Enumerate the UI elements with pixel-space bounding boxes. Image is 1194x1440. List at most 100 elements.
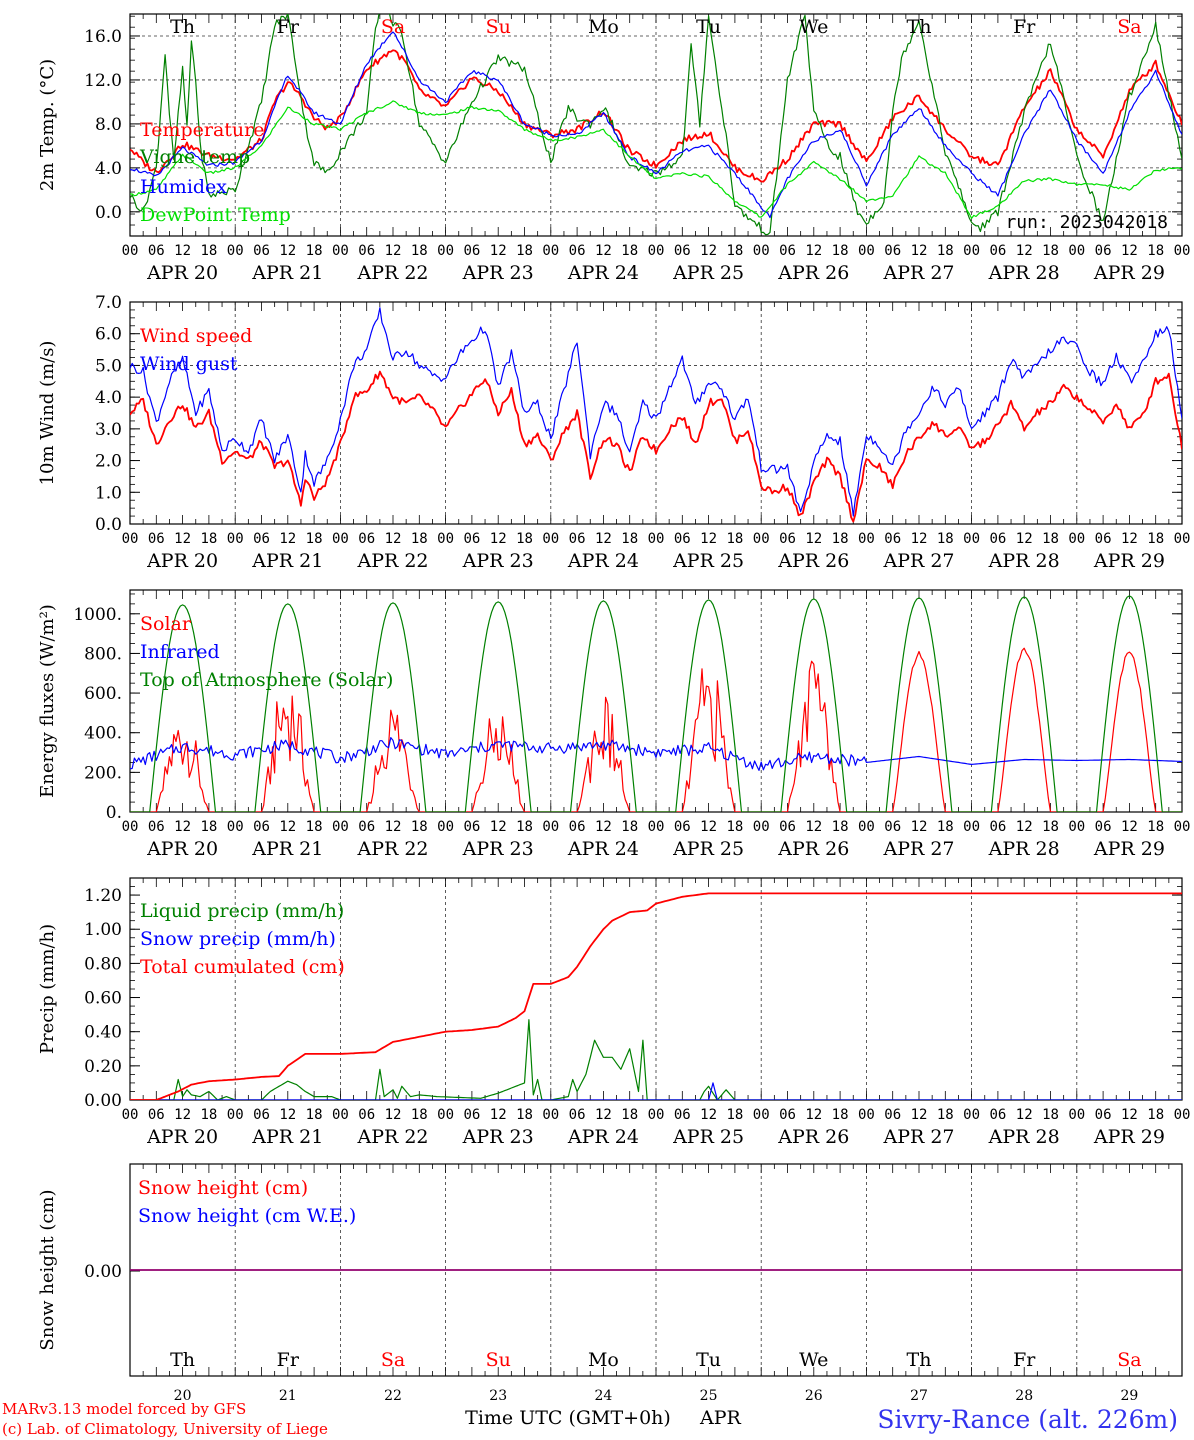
- y-tick-label: 0.60: [84, 989, 122, 1009]
- legend-entry: DewPoint Temp: [140, 204, 291, 226]
- hour-label: 18: [1147, 243, 1164, 259]
- hour-label: 06: [569, 531, 586, 547]
- y-tick-label: 8.0: [95, 115, 122, 135]
- day-name-label: We: [799, 16, 828, 38]
- y-axis-title: Energy fluxes (W/m²): [37, 604, 58, 798]
- x-axis-title: Time UTC (GMT+0h): [465, 1407, 671, 1429]
- hour-label: 12: [805, 531, 822, 547]
- hour-label: 00: [753, 531, 770, 547]
- hour-label: 18: [726, 243, 743, 259]
- y-axis-title: 10m Wind (m/s): [37, 341, 58, 486]
- series-infrared: [130, 737, 1182, 771]
- date-label: APR 29: [1093, 262, 1165, 284]
- date-label: APR 25: [672, 550, 744, 572]
- series-vigne-temp: [130, 14, 1182, 236]
- hour-label: 18: [726, 1107, 743, 1123]
- day-number-label: 26: [805, 1388, 823, 1404]
- hour-label: 00: [858, 531, 875, 547]
- series-wind-gust: [130, 307, 1182, 517]
- series-wind-speed: [130, 370, 1182, 523]
- hour-label: 00: [753, 243, 770, 259]
- hour-label: 18: [411, 531, 428, 547]
- hour-label: 06: [1095, 1107, 1112, 1123]
- panel-5: 0.00 Snow height (cm) Snow height (cm) Snow…: [37, 1163, 1183, 1377]
- y-tick-label: 0.0: [95, 203, 122, 223]
- day-name-label: Sa: [1117, 1349, 1141, 1371]
- date-label: APR 23: [462, 1126, 534, 1148]
- date-label: APR 22: [356, 1126, 428, 1148]
- y-tick-label: 4.0: [95, 159, 122, 179]
- date-label: APR 23: [462, 262, 534, 284]
- date-label: APR 23: [462, 838, 534, 860]
- hour-label: 18: [1042, 1107, 1059, 1123]
- hour-label: 00: [1174, 531, 1191, 547]
- y-tick-label: 400.: [84, 724, 122, 744]
- hour-label: 06: [884, 1107, 901, 1123]
- day-name-label: Sa: [381, 16, 405, 38]
- legend-entry: Top of Atmosphere (Solar): [140, 669, 393, 691]
- hour-label: 06: [779, 1107, 796, 1123]
- x-axis-month: APR: [699, 1407, 742, 1429]
- y-axis-title: Snow height (cm): [37, 1189, 58, 1350]
- hour-label: 12: [490, 531, 507, 547]
- hour-label: 06: [253, 243, 270, 259]
- hour-label: 00: [122, 819, 139, 835]
- hour-label: 06: [989, 819, 1006, 835]
- panel-1: 0.0 4.0 8.0 12.0 16.0 2m Temp. (°C) 00 06 12 18 00…: [37, 13, 1190, 284]
- hour-label: 06: [884, 819, 901, 835]
- panel-3: 0. 200. 400. 600. 800. 1000. Energy fluxes (W/…: [37, 589, 1190, 860]
- hour-label: 18: [516, 243, 533, 259]
- series-solar: [130, 647, 1182, 812]
- hour-label: 18: [306, 819, 323, 835]
- y-tick-label: 0.: [106, 803, 122, 823]
- hour-label: 18: [516, 819, 533, 835]
- panel-4: 0.00 0.20 0.40 0.60 0.80 1.00 1.20 Precip (mm/h…: [37, 877, 1191, 1148]
- hour-label: 18: [200, 531, 217, 547]
- day-name-label: Th: [907, 1349, 932, 1371]
- hour-label: 12: [279, 531, 296, 547]
- hour-label: 06: [253, 819, 270, 835]
- hour-label: 06: [358, 819, 375, 835]
- hour-label: 18: [411, 243, 428, 259]
- day-name-label: Su: [486, 1349, 511, 1371]
- y-tick-label: 3.0: [95, 420, 122, 440]
- hour-label: 18: [937, 1107, 954, 1123]
- date-label: APR 27: [882, 838, 954, 860]
- date-label: APR 28: [988, 838, 1060, 860]
- hour-label: 00: [648, 1107, 665, 1123]
- hour-label: 00: [1068, 1107, 1085, 1123]
- legend-entry: Wind gust: [140, 353, 238, 375]
- hour-label: 06: [674, 243, 691, 259]
- hour-label: 18: [621, 819, 638, 835]
- series-total-cumulated-cm: [130, 892, 1182, 1100]
- hour-label: 18: [1042, 531, 1059, 547]
- hour-label: 18: [200, 243, 217, 259]
- hour-label: 00: [1068, 531, 1085, 547]
- series-top-of-atmosphere-solar: [130, 595, 1182, 812]
- y-tick-label: 600.: [84, 684, 122, 704]
- hour-label: 00: [332, 1107, 349, 1123]
- day-number-label: 21: [279, 1388, 297, 1404]
- hour-label: 12: [1121, 243, 1138, 259]
- hour-label: 18: [1042, 243, 1059, 259]
- day-number-label: 27: [910, 1388, 928, 1404]
- day-name-label: Th: [170, 16, 195, 38]
- hour-label: 18: [937, 819, 954, 835]
- hour-label: 06: [253, 531, 270, 547]
- date-label: APR 27: [882, 262, 954, 284]
- hour-label: 00: [1068, 819, 1085, 835]
- day-name-label: Mo: [588, 16, 619, 38]
- y-tick-label: 0.00: [84, 1091, 122, 1111]
- day-name-label: Tu: [696, 16, 721, 38]
- hour-label: 00: [542, 1107, 559, 1123]
- hour-label: 00: [1174, 1107, 1191, 1123]
- y-tick-label: 1000.: [73, 605, 122, 625]
- date-label: APR 23: [462, 550, 534, 572]
- series-dewpoint-temp: [130, 100, 1182, 219]
- date-label: APR 21: [251, 262, 323, 284]
- date-label: APR 29: [1093, 1126, 1165, 1148]
- date-label: APR 24: [567, 550, 639, 572]
- series-group: [130, 892, 1182, 1100]
- y-axis-title: 2m Temp. (°C): [37, 59, 58, 191]
- hour-label: 18: [937, 243, 954, 259]
